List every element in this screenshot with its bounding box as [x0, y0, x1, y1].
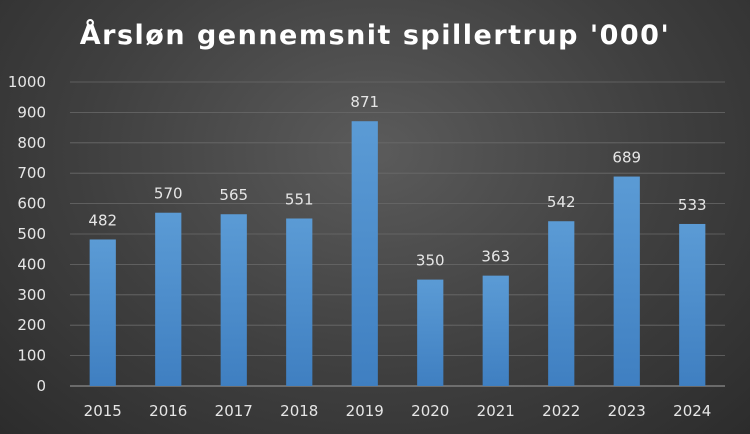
y-tick-label: 900: [17, 103, 46, 121]
x-tick-label-2018: 2018: [280, 402, 318, 420]
bar-2021: [482, 275, 509, 386]
x-axis-ticks: 2015 2016 2017 2018 2019 2020 2021 2022 2023 2024: [84, 402, 712, 420]
x-tick-label-2019: 2019: [346, 402, 384, 420]
bar-2023: [613, 176, 640, 386]
y-tick-label: 800: [17, 134, 46, 152]
y-tick-label: 100: [17, 347, 46, 365]
x-tick-label-2020: 2020: [411, 402, 449, 420]
bar-2015: [89, 239, 116, 386]
bar-2016: [155, 212, 182, 386]
y-tick-label: 700: [17, 164, 46, 182]
x-tick-label-2016: 2016: [149, 402, 187, 420]
y-tick-label: 300: [17, 286, 46, 304]
y-axis-ticks: 0 100 200 300 400 500 600 700 800 900 1000: [8, 73, 46, 395]
bar-2022: [548, 221, 575, 386]
data-label-2024: 533: [678, 196, 707, 214]
bar-2020: [417, 279, 444, 386]
y-tick-label: 600: [17, 195, 46, 213]
y-tick-label: 500: [17, 225, 46, 243]
y-tick-label: 400: [17, 255, 46, 273]
x-tick-label-2022: 2022: [542, 402, 580, 420]
bar-2018: [286, 218, 313, 386]
x-tick-label-2015: 2015: [84, 402, 122, 420]
y-tick-label: 0: [36, 377, 46, 395]
bar-2024: [679, 223, 706, 386]
x-tick-label-2024: 2024: [673, 402, 711, 420]
data-label-2019: 871: [350, 93, 379, 111]
x-tick-label-2017: 2017: [215, 402, 253, 420]
y-tick-label: 1000: [8, 73, 46, 91]
bars: [89, 121, 706, 386]
x-tick-label-2021: 2021: [477, 402, 515, 420]
data-label-2022: 542: [547, 193, 576, 211]
bar-2019: [351, 121, 378, 386]
data-label-2017: 565: [219, 186, 248, 204]
data-label-2015: 482: [88, 211, 117, 229]
y-tick-label: 200: [17, 316, 46, 334]
data-labels: 482 570 565 551 871 350 363 542 689 533: [88, 93, 706, 269]
data-label-2020: 350: [416, 252, 445, 270]
x-tick-label-2023: 2023: [608, 402, 646, 420]
bar-2017: [220, 214, 247, 386]
data-label-2023: 689: [612, 149, 641, 167]
data-label-2018: 551: [285, 190, 314, 208]
chart-title: Årsløn gennemsnit spillertrup '000': [79, 20, 671, 51]
data-label-2016: 570: [154, 185, 183, 203]
data-label-2021: 363: [481, 248, 510, 266]
